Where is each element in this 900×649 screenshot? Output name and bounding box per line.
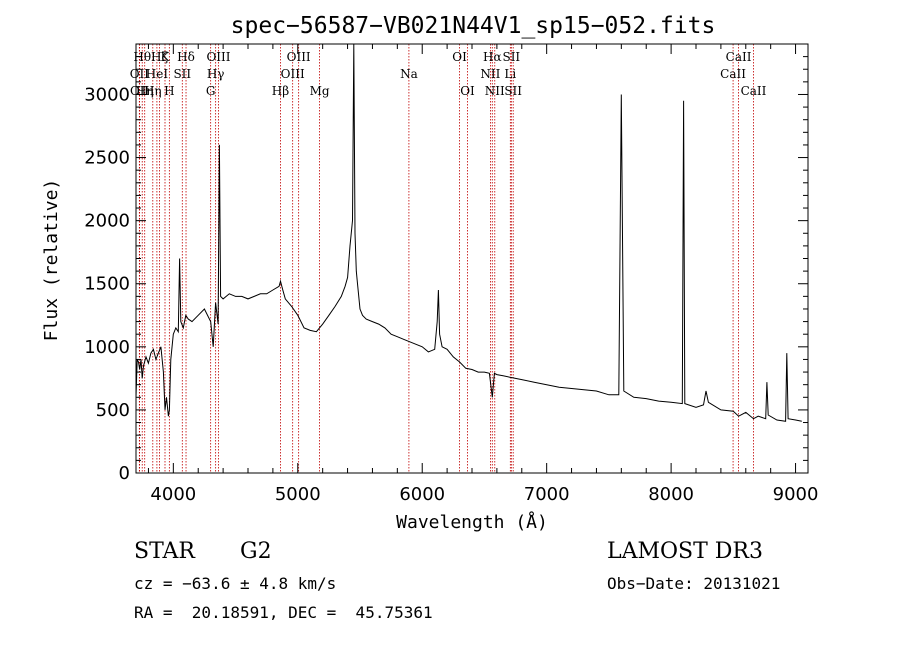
spectral-line-markers [138,44,754,473]
line-label-22: Hα [483,50,502,64]
observation-date: Obs−Date: 20131021 [607,574,781,593]
line-label-16: OIII [287,50,311,64]
line-label-5: HeI [146,67,169,81]
line-label-21: NII [480,67,500,81]
y-tick-label-4: 2000 [84,211,130,232]
line-label-18: Na [400,67,418,81]
line-label-0: OII [130,67,150,81]
object-class: STAR [134,539,195,564]
line-label-14: Hβ [272,84,289,98]
x-tick-label-3: 7000 [524,484,570,505]
line-label-20: OI [460,84,475,98]
line-label-15: OIII [281,67,305,81]
y-tick-label-5: 2500 [84,148,130,169]
line-label-28: CaII [726,50,752,64]
y-axis-label: Flux (relative) [41,179,62,342]
line-label-11: G [206,84,216,98]
x-tick-label-4: 8000 [648,484,694,505]
object-subclass: G2 [240,539,272,564]
line-label-23: NII [485,84,505,98]
line-label-8: H [164,84,174,98]
y-tick-label-1: 500 [96,400,130,421]
x-axis-label: Wavelength (Å) [396,511,548,533]
x-tick-label-2: 6000 [399,484,445,505]
y-tick-label-0: 0 [119,463,130,484]
coordinates-text: RA = 20.18591, DEC = 45.75361 [134,603,433,622]
chart-title: spec−56587−VB021N44V1_sp15−052.fits [231,13,716,39]
x-tick-label-5: 9000 [773,484,819,505]
line-label-12: Hγ [207,67,225,81]
line-label-7: K [161,50,171,64]
redshift-text: cz = −63.6 ± 4.8 km/s [134,574,337,593]
x-axis-ticks: 4000 5000 6000 7000 8000 9000 [147,44,819,505]
line-label-25: SII [502,50,520,64]
line-label-29: CaII [741,84,767,98]
line-label-19: OI [452,50,467,64]
line-label-24: Li [504,67,516,81]
line-label-27: CaII [720,67,746,81]
spectral-line-labels: OIIOIIHθHηHηHeIHζKHSIIHδGHγOIIIHβOIIIOII… [130,50,767,98]
line-label-2: Hθ [133,50,151,64]
line-label-10: Hδ [177,50,195,64]
line-label-13: OIII [206,50,230,64]
y-axis-ticks: 0 500 1000 1500 2000 2500 3000 [84,43,808,484]
line-label-17: Mg [310,84,330,98]
y-tick-label-3: 1500 [84,274,130,295]
x-tick-label-0: 4000 [150,484,196,505]
spectrum-line [135,43,802,422]
plot-frame [135,43,809,474]
x-tick-label-1: 5000 [275,484,321,505]
survey-name: LAMOST DR3 [607,539,763,564]
y-tick-label-2: 1000 [84,337,130,358]
line-label-26: SII [504,84,522,98]
line-label-9: SII [173,67,191,81]
line-label-4: Hη [144,84,162,98]
y-tick-label-6: 3000 [84,84,130,105]
line-label-6: Hζ [151,50,168,64]
